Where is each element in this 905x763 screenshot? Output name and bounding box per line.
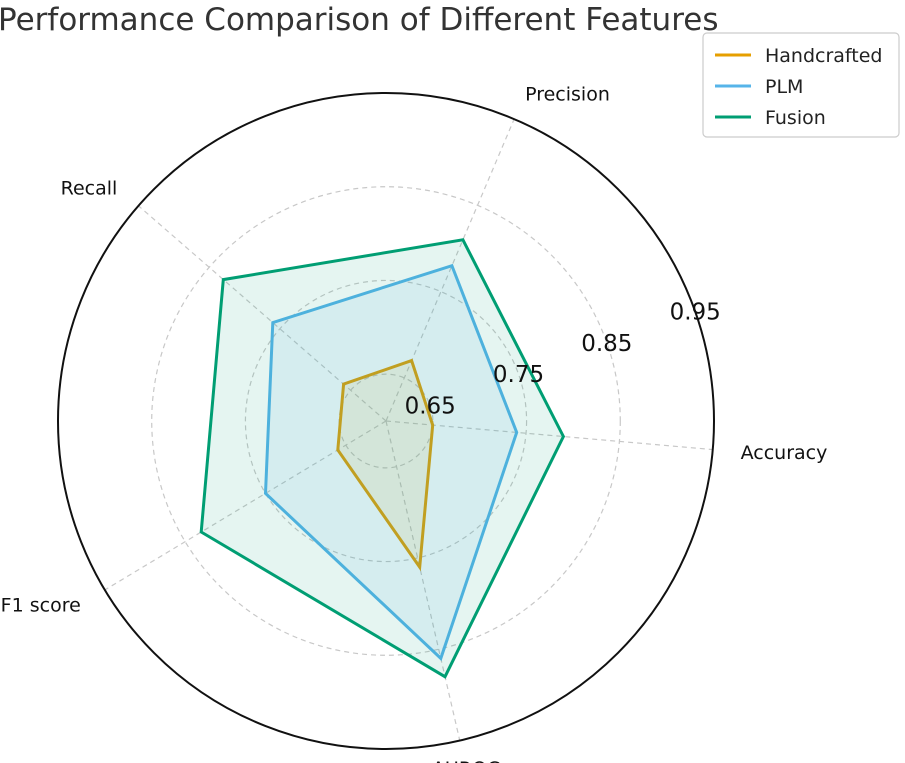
grid-ring-2 <box>151 186 621 656</box>
series-area-plm <box>265 265 517 659</box>
grid-ring-1 <box>244 279 528 563</box>
series-area-fusion <box>201 239 564 677</box>
legend-label-fusion: Fusion <box>765 107 826 129</box>
axis-label-auroc: AUROC <box>432 758 500 763</box>
spoke-precision <box>385 118 515 422</box>
axis-label-precision: Precision <box>525 83 610 105</box>
series-line-fusion <box>199 238 566 679</box>
chart-title: Performance Comparison of Different Feat… <box>0 2 719 38</box>
series-area-handcrafted <box>337 360 433 568</box>
legend: Handcrafted PLM Fusion <box>702 32 900 138</box>
radar-outer-frame <box>57 92 715 750</box>
axis-label-f1-score: F1 score <box>1 594 81 616</box>
r-tick-label-0: 0.65 <box>405 393 456 419</box>
radial-tick-labels: 0.65 0.75 0.85 0.95 <box>405 300 721 420</box>
series-line-plm <box>263 263 519 662</box>
r-tick-label-3: 0.95 <box>670 300 721 326</box>
legend-label-plm: PLM <box>765 76 803 98</box>
legend-label-handcrafted: Handcrafted <box>765 45 883 67</box>
legend-frame <box>702 32 900 138</box>
radar-series <box>199 238 566 679</box>
axis-label-accuracy: Accuracy <box>741 442 828 464</box>
radar-grid <box>104 118 713 741</box>
axis-labels: Accuracy Precision Recall F1 score AUROC <box>1 83 828 763</box>
spoke-accuracy <box>385 420 713 451</box>
r-tick-label-2: 0.85 <box>581 331 632 357</box>
r-tick-label-1: 0.75 <box>493 362 544 388</box>
axis-label-recall: Recall <box>61 177 118 199</box>
series-line-handcrafted <box>336 358 435 572</box>
spoke-auroc <box>385 420 461 741</box>
